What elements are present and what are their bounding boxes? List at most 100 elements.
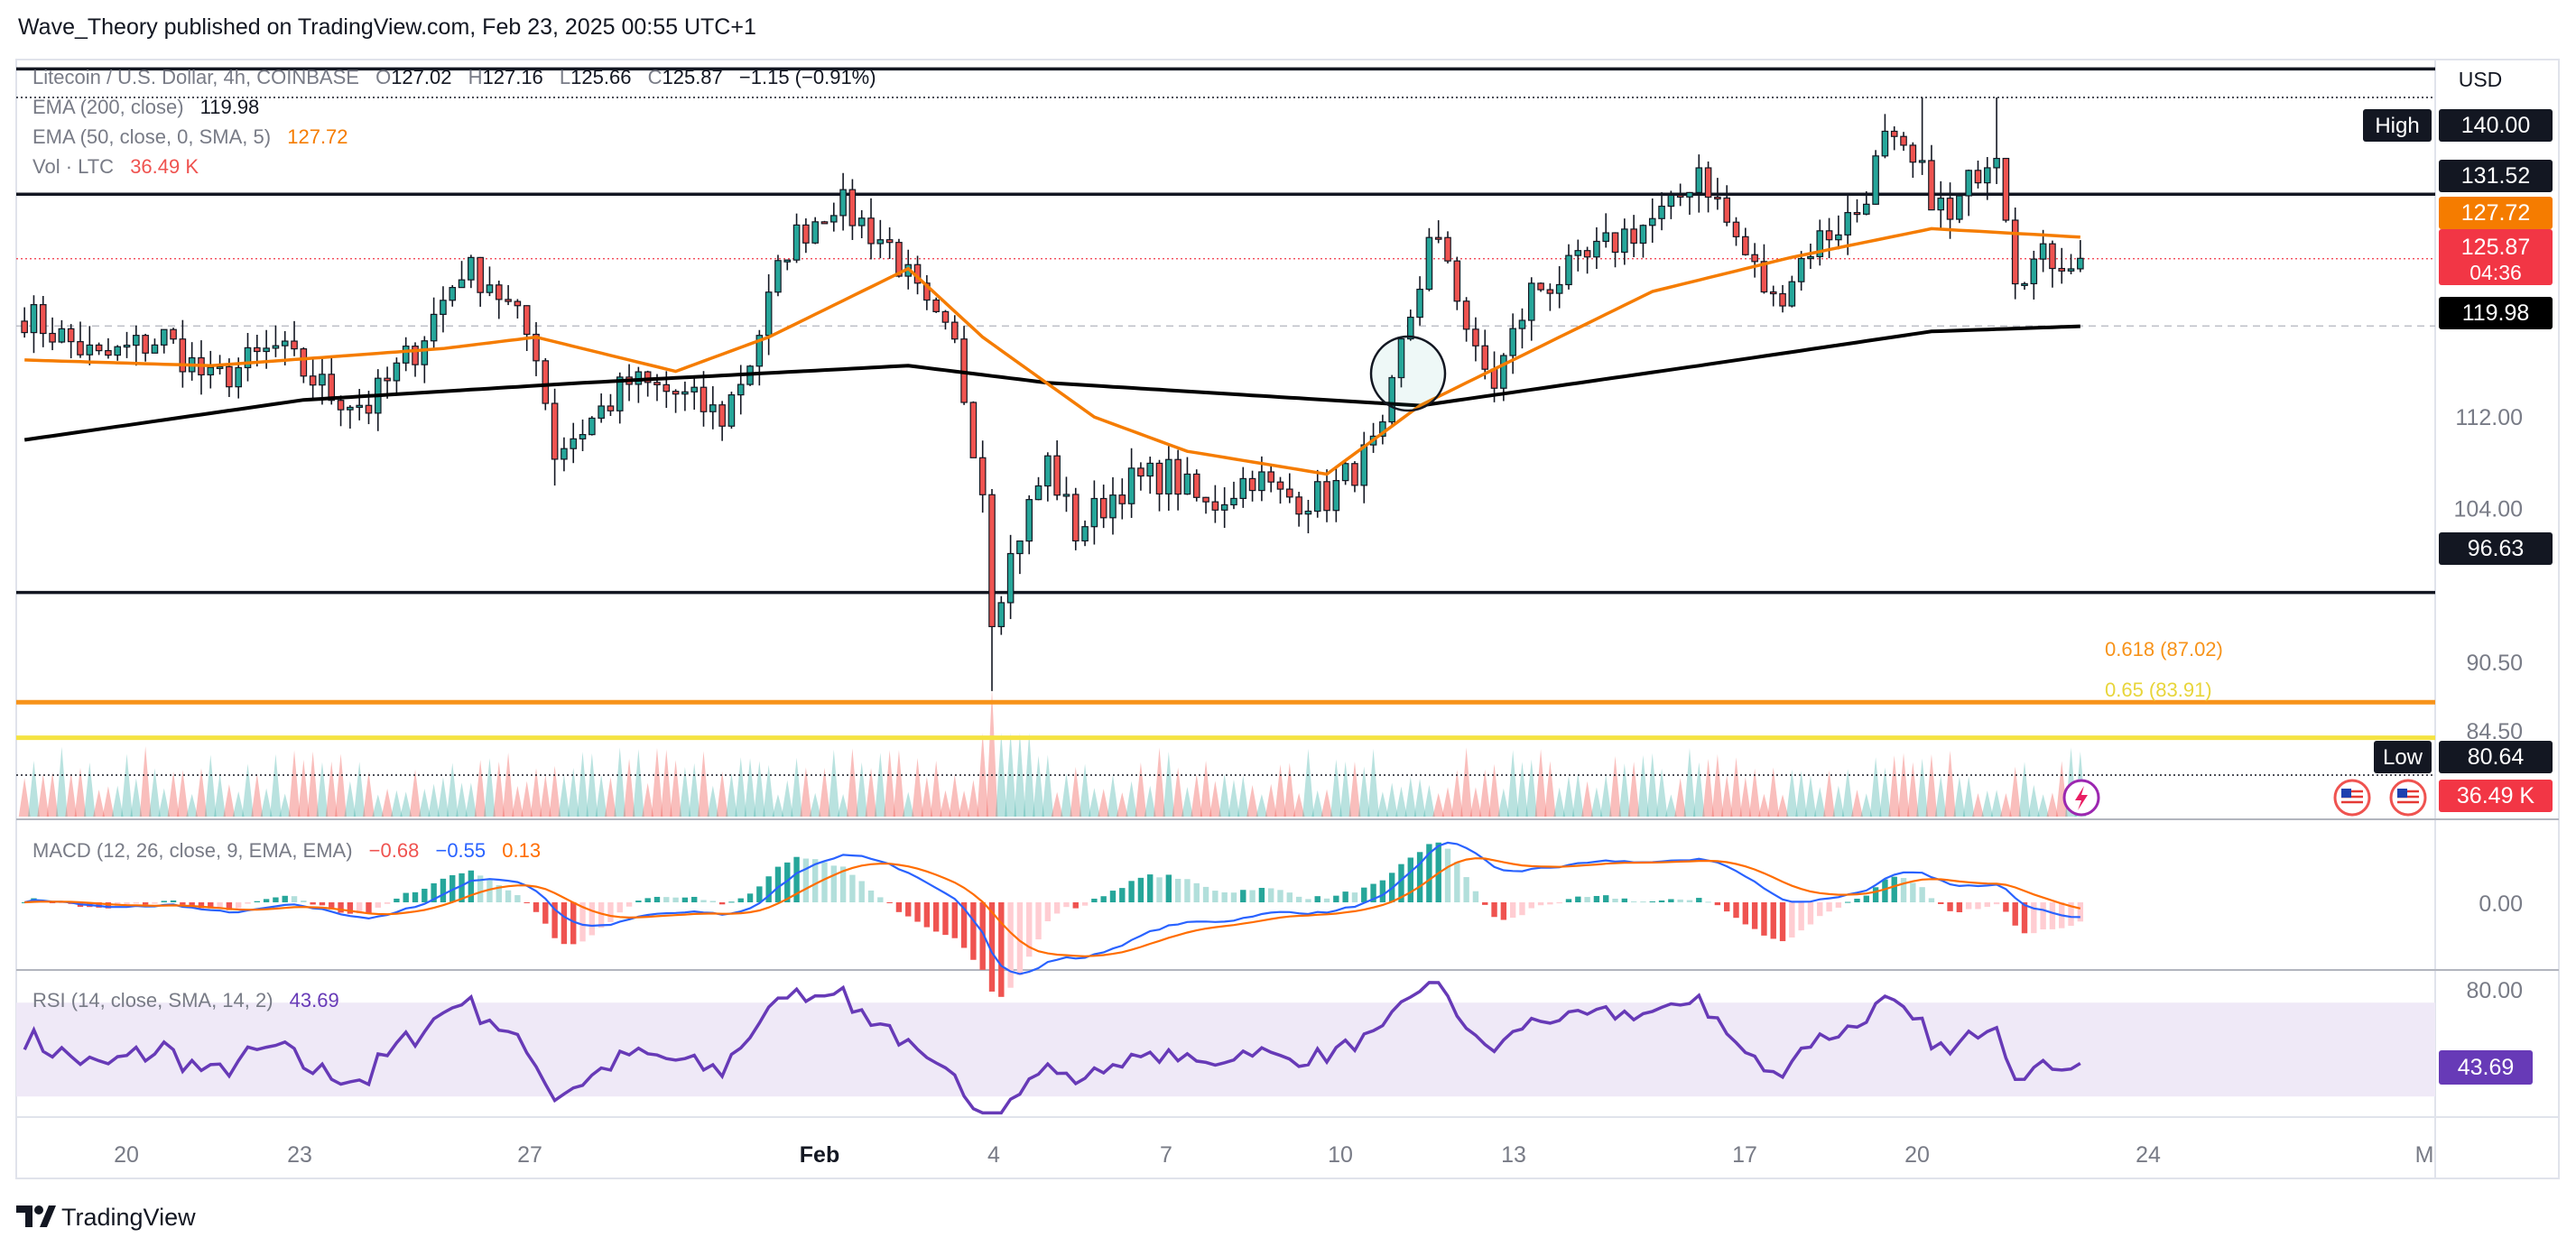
legend-close-label: C (648, 66, 663, 88)
candle (160, 328, 168, 354)
ema50-line (24, 226, 2080, 476)
volume-bar (242, 763, 254, 817)
volume-bar (149, 768, 161, 817)
y-tick-label: 112.00 (2455, 405, 2523, 430)
legend: Litecoin / U.S. Dollar, 4h, COINBASE O12… (32, 66, 876, 178)
candle-body (1071, 494, 1080, 542)
macd-hist-bar (1891, 876, 1897, 902)
candle (1723, 185, 1731, 226)
candle-body (1583, 250, 1591, 258)
macd-hist-bar (208, 902, 214, 909)
candle (672, 389, 680, 413)
low-value: 80.64 (2468, 744, 2525, 770)
candle-body (1202, 496, 1209, 503)
volume-bar (1823, 770, 1835, 817)
candle-body (1248, 477, 1256, 492)
macd-hist-bar (477, 875, 484, 902)
candle (690, 378, 699, 411)
candle (1118, 478, 1126, 520)
volume-bar (1720, 774, 1733, 817)
macd-hist-bar (384, 902, 391, 904)
volume-bar (344, 781, 357, 817)
candle-body (1658, 205, 1665, 219)
macd-hist-bar (1528, 902, 1534, 909)
macd-hist-bar (1007, 902, 1014, 988)
macd-hist-bar (319, 902, 326, 906)
macd-hist-bar (886, 902, 893, 903)
macd-hist-bar (718, 902, 726, 905)
candle (2067, 254, 2075, 274)
candle-body (1835, 234, 1842, 241)
volume-bar (353, 762, 366, 817)
volume-bar (912, 758, 923, 817)
y-tick-label: 90.50 (2466, 651, 2523, 676)
candle-body (2021, 282, 2028, 287)
volume-bar (1618, 763, 1631, 817)
candle (1546, 283, 1554, 311)
volume-bar (1609, 756, 1621, 817)
candle-body (1695, 167, 1703, 193)
volume-bar (1488, 763, 1500, 817)
candle (1965, 169, 1972, 217)
legend-volume-value: 36.49 K (130, 155, 199, 178)
macd-hist-bar (2003, 902, 2009, 912)
candle (1174, 449, 1181, 511)
svg-text:MACD (12, 26, close, 9, EMA, E: MACD (12, 26, close, 9, EMA, EMA) −0.68 … (32, 839, 541, 862)
price-scale[interactable]: USD 112.00 104.00 90.50 84.50 High 140.00 1… (2363, 68, 2553, 812)
volume-bar (772, 794, 784, 817)
candle (2049, 240, 2056, 288)
candle-body (1714, 196, 1721, 200)
time-axis[interactable]: 20 23 27 Feb 4 7 10 13 17 20 24 M (114, 1142, 2433, 1168)
candle-body (774, 260, 782, 293)
candle-body (49, 332, 56, 343)
candle-body (30, 304, 38, 334)
macd-hist-bar (161, 901, 167, 902)
volume-bar (446, 762, 459, 817)
macd-hist-bar (1537, 902, 1544, 906)
candle-body (1630, 228, 1637, 245)
candle (347, 405, 354, 429)
legend-open-label: O (375, 66, 391, 88)
us-flag-icon[interactable] (2333, 779, 2371, 817)
candle-body (1286, 488, 1293, 498)
us-flag-icon[interactable] (2389, 779, 2427, 817)
candle-body (1621, 228, 1628, 254)
lightning-icon[interactable] (2062, 779, 2100, 817)
volume-bar (195, 768, 208, 817)
macd-hist-bar (681, 897, 689, 902)
macd-hist-bar (579, 902, 586, 942)
candle-body (1127, 467, 1135, 504)
volume-bar (1711, 753, 1724, 817)
candle-body (1267, 471, 1274, 483)
macd-hist-bar (356, 902, 363, 914)
candle (393, 357, 401, 395)
x-tick-label: 20 (114, 1142, 139, 1168)
volume-bar (1897, 753, 1910, 817)
macd-hist-bar (1081, 902, 1089, 906)
candle-body (1676, 194, 1684, 199)
candle (1537, 282, 1544, 292)
y-tick-label: 84.50 (2466, 719, 2523, 744)
macd-hist-bar (236, 902, 242, 909)
candle-body (1686, 191, 1693, 198)
candle-body (1816, 230, 1824, 258)
candle-body (328, 374, 336, 402)
candle (2077, 240, 2084, 272)
candle-body (1462, 300, 1470, 330)
macd-hist-bar (1928, 898, 1935, 902)
candle-body (254, 346, 261, 353)
candle-body (1304, 510, 1312, 515)
high-value-tag (2439, 109, 2553, 142)
candle-body (365, 404, 373, 414)
macd-hist-bar (1230, 892, 1237, 902)
volume-bar (28, 761, 40, 817)
candle-body (142, 335, 149, 354)
volume-bar (1460, 747, 1473, 817)
volume-bar (1376, 791, 1389, 817)
volume-bar (1664, 794, 1677, 817)
candle (923, 274, 931, 310)
macd-hist-bar (431, 882, 437, 902)
macd-hist-bar (366, 902, 372, 914)
volume-bar (307, 751, 320, 817)
